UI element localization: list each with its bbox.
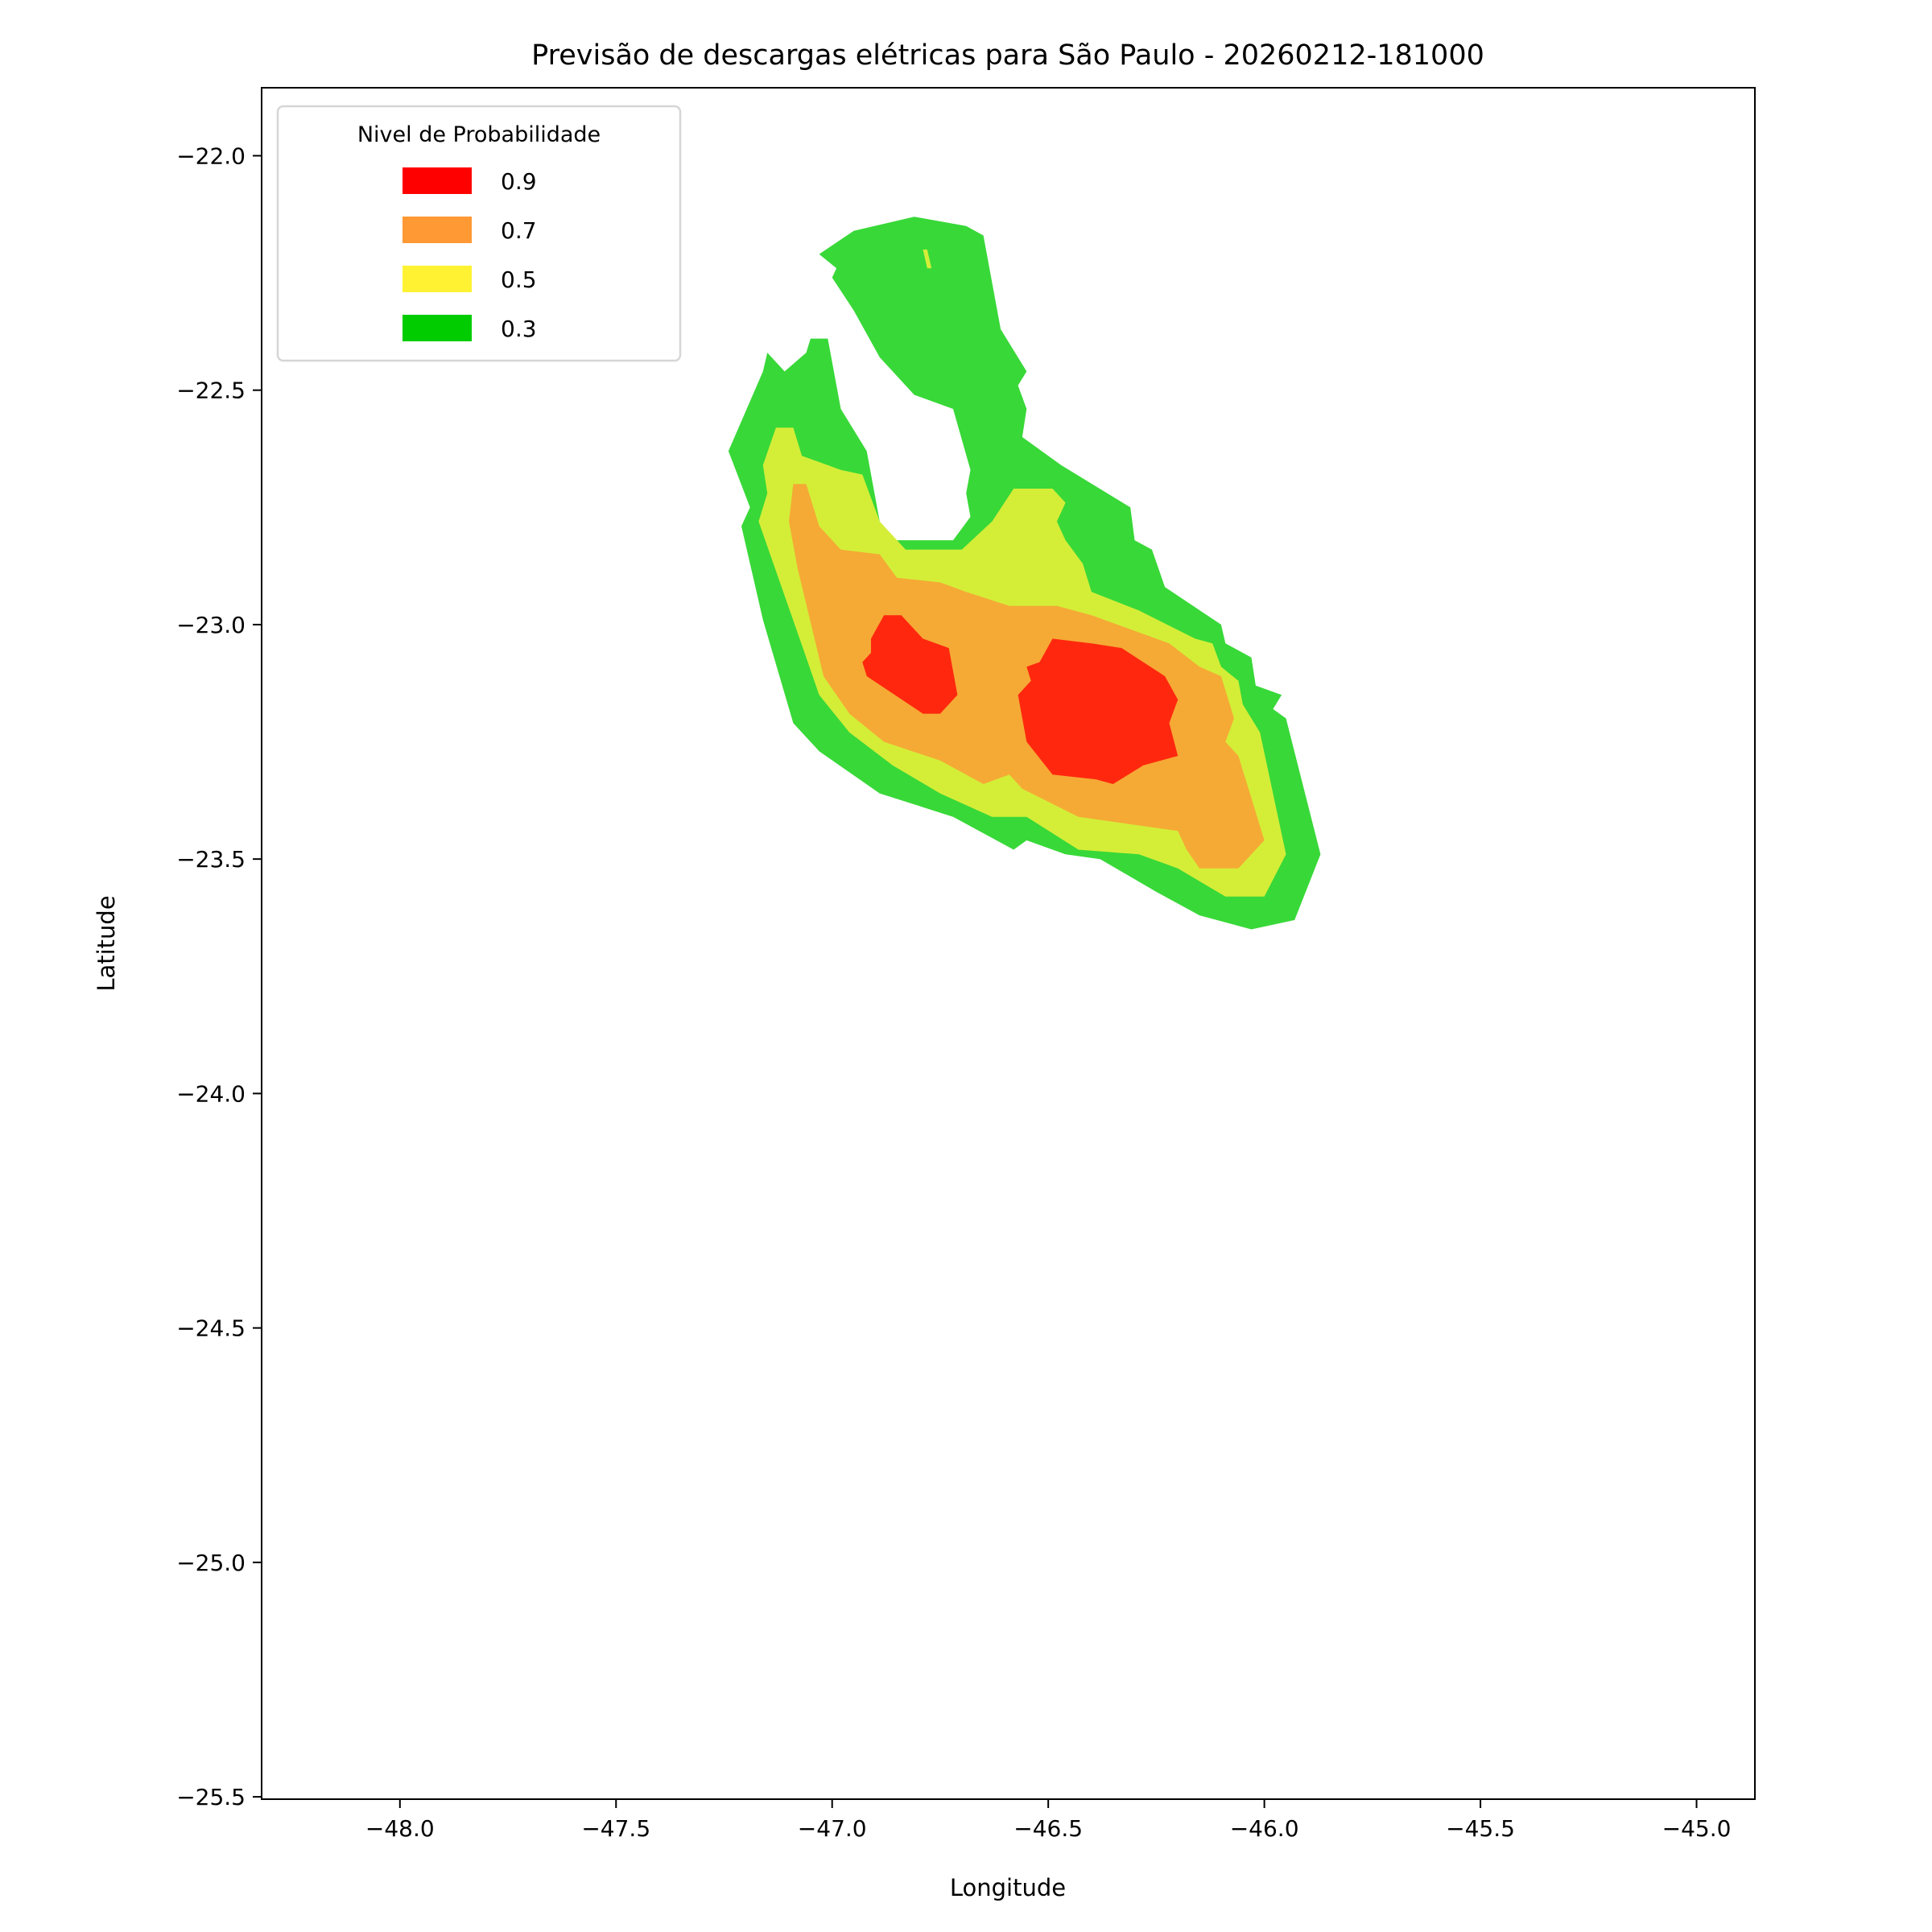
legend-swatch-0.5 bbox=[402, 266, 472, 292]
x-tick-label: −45.0 bbox=[1662, 1815, 1732, 1842]
legend-label-0.3: 0.3 bbox=[501, 316, 537, 342]
legend-title: Nivel de Probabilidade bbox=[357, 122, 601, 147]
legend-swatch-0.9 bbox=[402, 167, 472, 194]
y-tick-label: −23.5 bbox=[176, 846, 246, 873]
x-tick-label: −45.5 bbox=[1446, 1815, 1515, 1842]
contour-level-0.7-region-0 bbox=[789, 484, 1265, 869]
y-tick-label: −25.0 bbox=[176, 1550, 246, 1576]
legend: Nivel de Probabilidade 0.9 0.7 0.5 0.3 bbox=[276, 105, 682, 362]
x-tick-label: −47.0 bbox=[798, 1815, 867, 1842]
y-tick-label: −22.5 bbox=[176, 378, 246, 404]
x-tick-label: −46.0 bbox=[1230, 1815, 1299, 1842]
y-axis-label: Latitude bbox=[93, 895, 120, 991]
axes-frame bbox=[261, 87, 1756, 1800]
contour-level-0.9-region-0 bbox=[862, 615, 958, 714]
legend-entries: 0.9 0.7 0.5 0.3 bbox=[402, 167, 537, 342]
legend-label-0.5: 0.5 bbox=[501, 266, 537, 293]
legend-swatch-0.3 bbox=[402, 315, 472, 341]
y-tick-label: −22.0 bbox=[176, 142, 246, 169]
y-tick-label: −23.0 bbox=[176, 612, 246, 638]
chart-title: Previsão de descargas elétricas para São… bbox=[531, 39, 1484, 72]
x-tick-label: −48.0 bbox=[365, 1815, 435, 1842]
y-tick-label: −24.0 bbox=[176, 1080, 246, 1107]
y-tick-label: −25.5 bbox=[176, 1784, 246, 1810]
x-axis-label: Longitude bbox=[950, 1874, 1066, 1901]
legend-label-0.9: 0.9 bbox=[501, 168, 537, 195]
legend-label-0.7: 0.7 bbox=[501, 217, 537, 244]
plot-area bbox=[728, 217, 1321, 930]
contour-level-0.5-region-1 bbox=[923, 250, 932, 269]
y-tick-label: −24.5 bbox=[176, 1315, 246, 1342]
legend-box bbox=[276, 105, 682, 362]
x-tick-label: −47.5 bbox=[581, 1815, 650, 1842]
contour-level-0.9-region-1 bbox=[1018, 638, 1179, 784]
x-tick-label: −46.5 bbox=[1013, 1815, 1083, 1842]
legend-swatch-0.7 bbox=[402, 217, 472, 243]
ticks: −48.0 −47.5 −47.0 −46.5 −46.0 −45.5 −45.0 −22.0… bbox=[176, 142, 1731, 1842]
